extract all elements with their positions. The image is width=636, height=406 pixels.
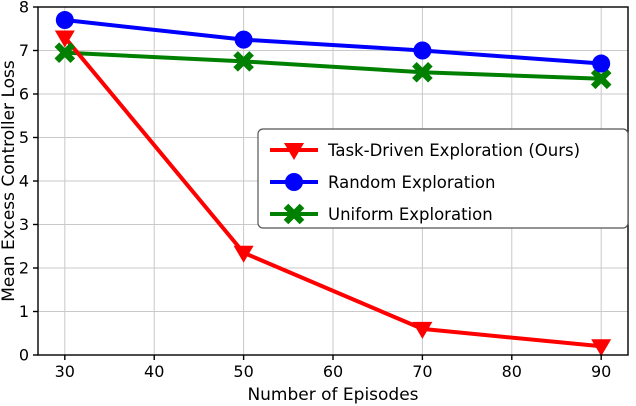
x-tick-label: 70 (412, 362, 432, 381)
chart-content: 30 40 50 60 70 80 90 0 1 2 3 4 5 6 7 8 Task-Driven Explo… (19, 0, 629, 381)
y-tick-label: 1 (19, 302, 29, 321)
series-markers-0 (54, 30, 612, 357)
legend-label: Random Exploration (328, 173, 495, 192)
y-tick-label: 5 (19, 128, 29, 147)
legend-item-0: Task-Driven Exploration (Ours) (270, 141, 580, 160)
legend-box (257, 128, 629, 229)
x-axis-label: Number of Episodes (247, 385, 418, 405)
x-tick-label: 60 (323, 362, 343, 381)
x-tick-label: 40 (144, 362, 164, 381)
series-markers-1 (55, 11, 611, 73)
y-tick-label: 8 (19, 0, 29, 17)
y-tick-label: 0 (19, 346, 29, 365)
legend: Task-Driven Exploration (Ours) Random Exp… (257, 128, 629, 229)
legend-label: Task-Driven Exploration (Ours) (327, 141, 580, 160)
y-tick-label: 7 (19, 41, 29, 60)
series-line-0 (63, 36, 602, 349)
legend-item-2: Uniform Exploration (270, 203, 493, 225)
series-line-1 (64, 18, 602, 66)
x-tick-label: 80 (502, 362, 522, 381)
series-line-2 (64, 50, 602, 81)
x-tick-label: 90 (591, 362, 611, 381)
y-tick-label: 2 (19, 259, 29, 278)
y-tick-label: 4 (19, 172, 29, 191)
y-axis-label: Mean Excess Controller Loss (0, 60, 19, 302)
y-tick-label: 6 (19, 85, 29, 104)
axis-ticks: 30 40 50 60 70 80 90 0 1 2 3 4 5 6 7 8 (19, 0, 612, 381)
series-markers-2 (54, 42, 612, 90)
x-tick-label: 50 (233, 362, 253, 381)
legend-item-1: Random Exploration (270, 173, 495, 192)
legend-label: Uniform Exploration (328, 205, 493, 224)
y-tick-label: 3 (19, 215, 29, 234)
x-tick-label: 30 (55, 362, 75, 381)
